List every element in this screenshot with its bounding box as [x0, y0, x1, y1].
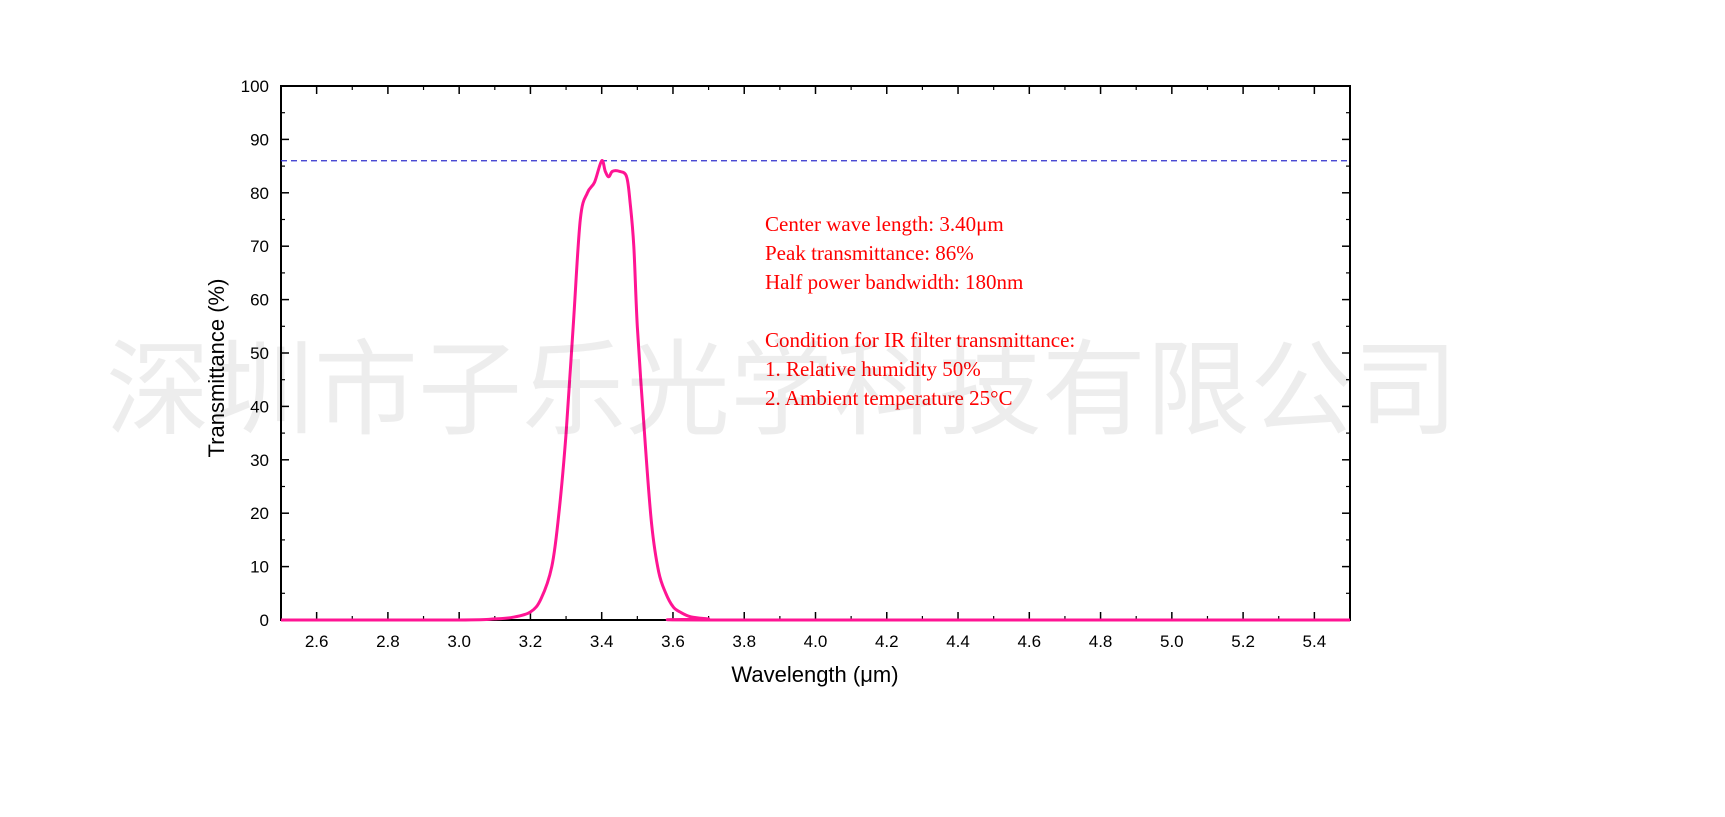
x-tick-label: 5.4 [1303, 632, 1327, 651]
x-tick-label: 4.4 [946, 632, 970, 651]
y-tick-label: 40 [250, 397, 269, 416]
annotation-line: Center wave length: 3.40μm [765, 212, 1004, 236]
x-tick-label: 3.8 [732, 632, 756, 651]
y-tick-labels: 0 10 20 30 40 50 60 70 80 90 100 [241, 77, 269, 630]
y-tick-label: 70 [250, 237, 269, 256]
y-axis-title: Transmittance (%) [204, 279, 229, 458]
annotation-block: Center wave length: 3.40μm Peak transmitt… [765, 212, 1075, 410]
annotation-line: Peak transmittance: 86% [765, 241, 974, 265]
watermark: 深圳市子乐光学科技有限公司 [106, 329, 1458, 451]
annotation-line: Half power bandwidth: 180nm [765, 270, 1023, 294]
y-tick-label: 20 [250, 504, 269, 523]
x-tick-label: 5.2 [1231, 632, 1255, 651]
annotation-line: Condition for IR filter transmittance: [765, 328, 1075, 352]
x-tick-label: 3.2 [519, 632, 543, 651]
x-tick-labels: 2.6 2.8 3.0 3.2 3.4 3.6 3.8 4.0 4.2 4.4 4.6 4.8 5.0 5… [305, 632, 1326, 651]
x-tick-label: 4.6 [1017, 632, 1041, 651]
y-tick-label: 80 [250, 184, 269, 203]
y-tick-label: 90 [250, 130, 269, 149]
x-tick-label: 4.0 [804, 632, 828, 651]
x-tick-label: 4.8 [1089, 632, 1113, 651]
y-tick-label: 50 [250, 344, 269, 363]
y-tick-label: 10 [250, 558, 269, 577]
y-tick-label: 0 [260, 611, 269, 630]
y-tick-label: 100 [241, 77, 269, 96]
x-axis-title: Wavelength (μm) [731, 662, 898, 687]
x-tick-label: 2.6 [305, 632, 329, 651]
x-tick-label: 4.2 [875, 632, 899, 651]
annotation-line: 1. Relative humidity 50% [765, 357, 981, 381]
x-tick-label: 3.0 [447, 632, 471, 651]
x-tick-label: 3.6 [661, 632, 685, 651]
x-tick-label: 2.8 [376, 632, 400, 651]
x-tick-label: 3.4 [590, 632, 614, 651]
x-tick-label: 5.0 [1160, 632, 1184, 651]
y-tick-label: 60 [250, 291, 269, 310]
annotation-line: 2. Ambient temperature 25°C [765, 386, 1013, 410]
y-tick-label: 30 [250, 451, 269, 470]
transmittance-curve [281, 159, 1350, 622]
